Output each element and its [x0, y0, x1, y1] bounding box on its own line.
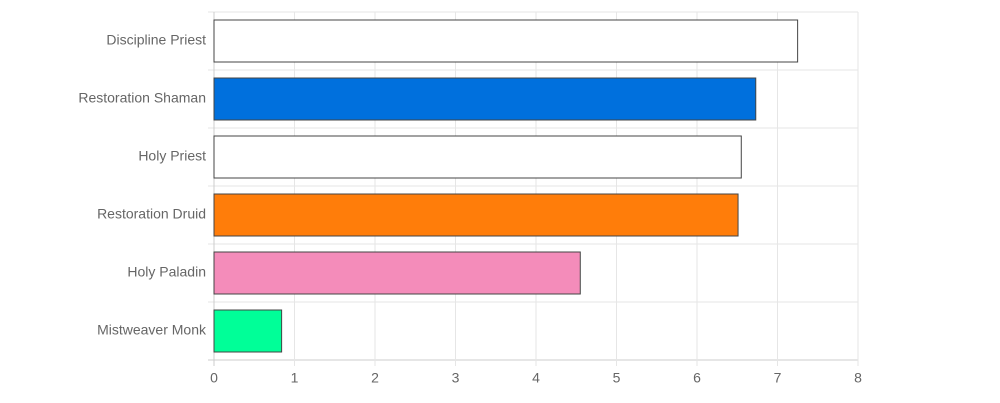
x-tick-label: 5 — [613, 370, 621, 386]
x-tick-label: 3 — [452, 370, 460, 386]
bar — [213, 77, 757, 121]
bar — [213, 19, 799, 63]
y-tick-label: Discipline Priest — [106, 32, 206, 48]
y-tick-label: Mistweaver Monk — [97, 322, 207, 338]
x-tick-label: 1 — [291, 370, 299, 386]
x-tick-label: 6 — [693, 370, 701, 386]
x-tick-label: 4 — [532, 370, 540, 386]
y-tick-label: Holy Priest — [138, 148, 206, 164]
y-tick-label: Holy Paladin — [127, 264, 206, 280]
y-tick-label: Restoration Druid — [97, 206, 206, 222]
x-tick-label: 2 — [371, 370, 379, 386]
bar — [213, 193, 739, 237]
x-tick-label: 7 — [774, 370, 782, 386]
bar — [213, 309, 283, 353]
x-tick-label: 8 — [854, 370, 862, 386]
y-tick-label: Restoration Shaman — [78, 90, 206, 106]
x-tick-label: 0 — [210, 370, 218, 386]
bar — [213, 251, 581, 295]
bar — [213, 135, 742, 179]
